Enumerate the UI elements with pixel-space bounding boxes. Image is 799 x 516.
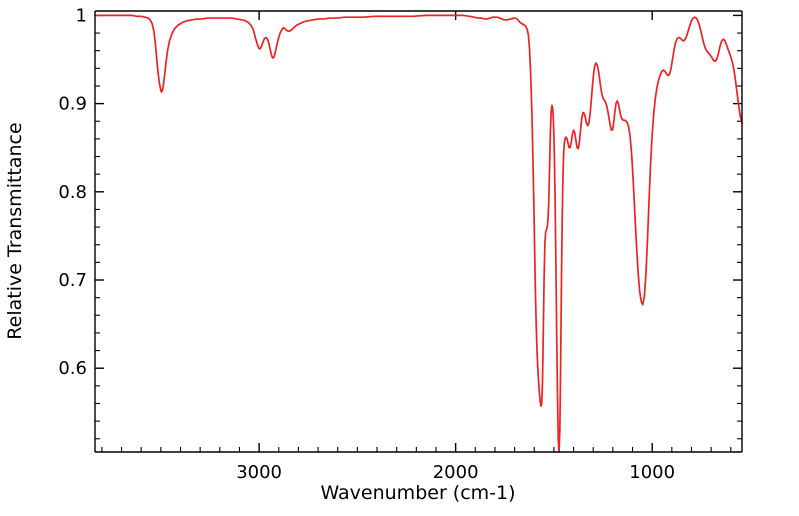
plot-frame bbox=[94, 10, 743, 453]
y-tick-label: 0.9 bbox=[58, 94, 87, 115]
spectrum-trace bbox=[94, 14, 743, 453]
y-tick-label: 0.6 bbox=[58, 358, 87, 379]
y-axis-tick-labels: 0.6 0.7 0.8 0.9 1 bbox=[58, 5, 87, 379]
x-tick-label: 3000 bbox=[236, 462, 282, 483]
y-axis-ticks bbox=[95, 14, 742, 440]
x-tick-label: 1000 bbox=[629, 462, 675, 483]
y-tick-label: 0.8 bbox=[58, 182, 87, 203]
x-tick-label: 2000 bbox=[433, 462, 479, 483]
y-tick-label: 0.7 bbox=[58, 270, 87, 291]
x-axis-ticks bbox=[101, 11, 732, 452]
x-axis-tick-labels: 3000 2000 1000 bbox=[236, 462, 675, 483]
y-tick-label: 1 bbox=[76, 5, 87, 26]
x-axis-title: Wavenumber (cm-1) bbox=[320, 482, 515, 504]
y-axis-title: Relative Transmittance bbox=[4, 122, 26, 339]
